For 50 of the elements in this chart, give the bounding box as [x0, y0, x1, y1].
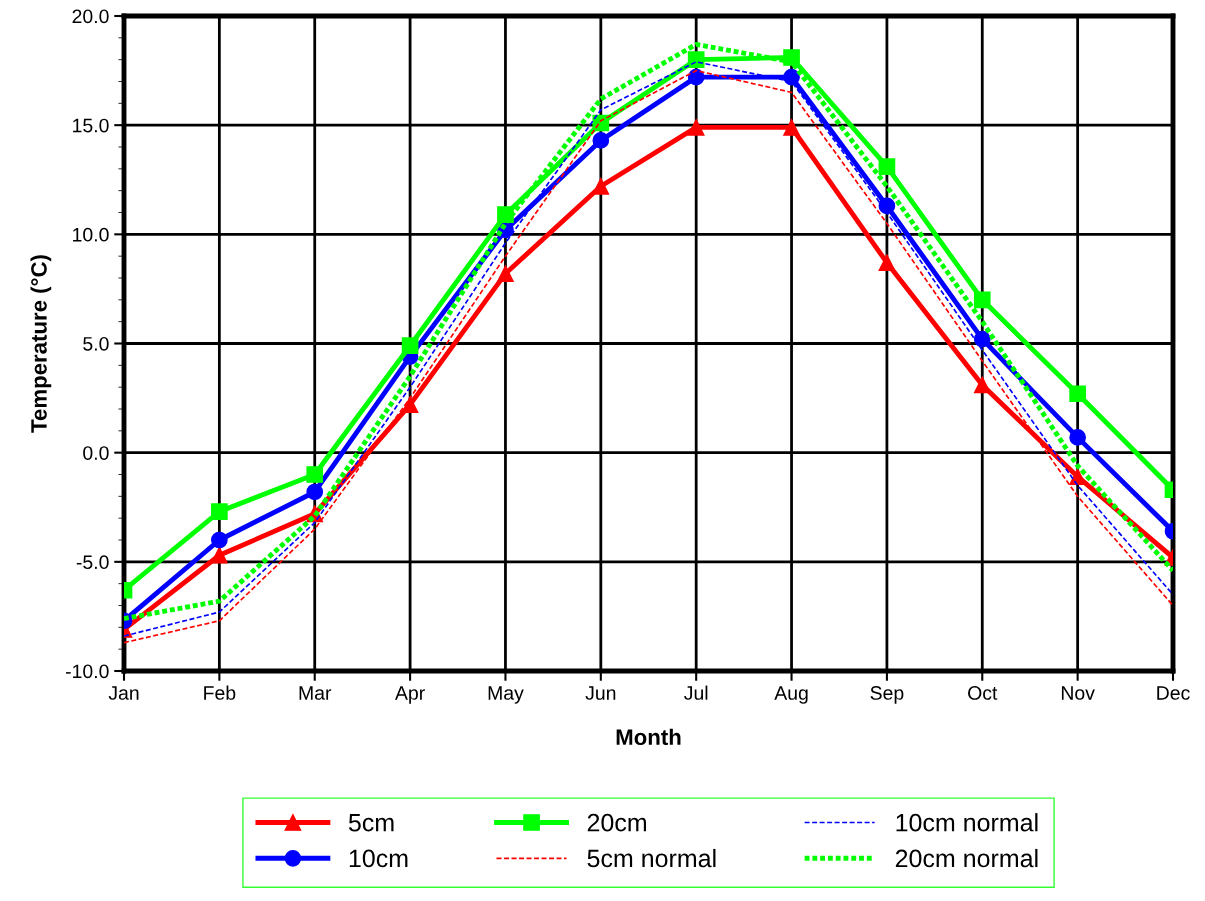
y-tick-label: -5.0: [76, 555, 109, 570]
point: [211, 503, 228, 520]
point: [973, 376, 991, 394]
point: [211, 546, 228, 564]
y-tick-label: 0.0: [83, 446, 109, 460]
y-tick-label: 15.0: [73, 118, 109, 133]
x-axis-title: Month: [616, 728, 681, 746]
legend-label: 5cm normal: [587, 848, 716, 868]
x-tick-label: Feb: [204, 685, 236, 700]
y-tick-label: -10.0: [65, 664, 109, 679]
y-tick-label: 5.0: [83, 336, 109, 351]
x-tick-label: Sep: [870, 686, 904, 704]
point: [687, 119, 705, 136]
x-tick-label: Aug: [774, 686, 808, 704]
point: [401, 337, 419, 355]
x-tick-label: Oct: [968, 686, 998, 700]
x-tick-label: Mar: [299, 686, 332, 700]
x-tick-label: Dec: [1157, 686, 1190, 700]
point: [687, 68, 705, 86]
legend-label: 20cm: [587, 813, 647, 832]
x-tick-label: Jul: [684, 685, 708, 700]
x-tick-label: Nov: [1061, 686, 1095, 700]
y-tick-label: 10.0: [73, 227, 109, 242]
x-tick-label: Jan: [108, 686, 139, 700]
point: [973, 291, 991, 309]
legend-label: 10cm: [349, 849, 408, 868]
x-tick-label: Apr: [395, 686, 425, 704]
point: [497, 265, 514, 282]
point: [783, 119, 800, 136]
point: [306, 483, 324, 501]
point: [211, 531, 228, 549]
legend-label: 10cm normal: [896, 813, 1038, 832]
point: [306, 466, 324, 483]
point: [878, 254, 896, 272]
point: [783, 49, 800, 66]
point: [1069, 468, 1086, 486]
point: [592, 132, 610, 149]
point: [401, 396, 419, 413]
point: [973, 330, 991, 348]
legend-label: 20cm normal: [895, 848, 1038, 868]
y-axis-title: Temperature (°C): [30, 255, 52, 433]
x-tick-label: May: [488, 686, 524, 704]
y-tick-label: 20.0: [72, 9, 109, 24]
legend-label: 5cm: [348, 814, 394, 832]
point: [878, 197, 896, 215]
x-tick-label: Jun: [585, 686, 616, 700]
point: [1069, 385, 1086, 403]
point: [1069, 429, 1086, 446]
point: [878, 158, 896, 175]
point: [687, 51, 705, 69]
